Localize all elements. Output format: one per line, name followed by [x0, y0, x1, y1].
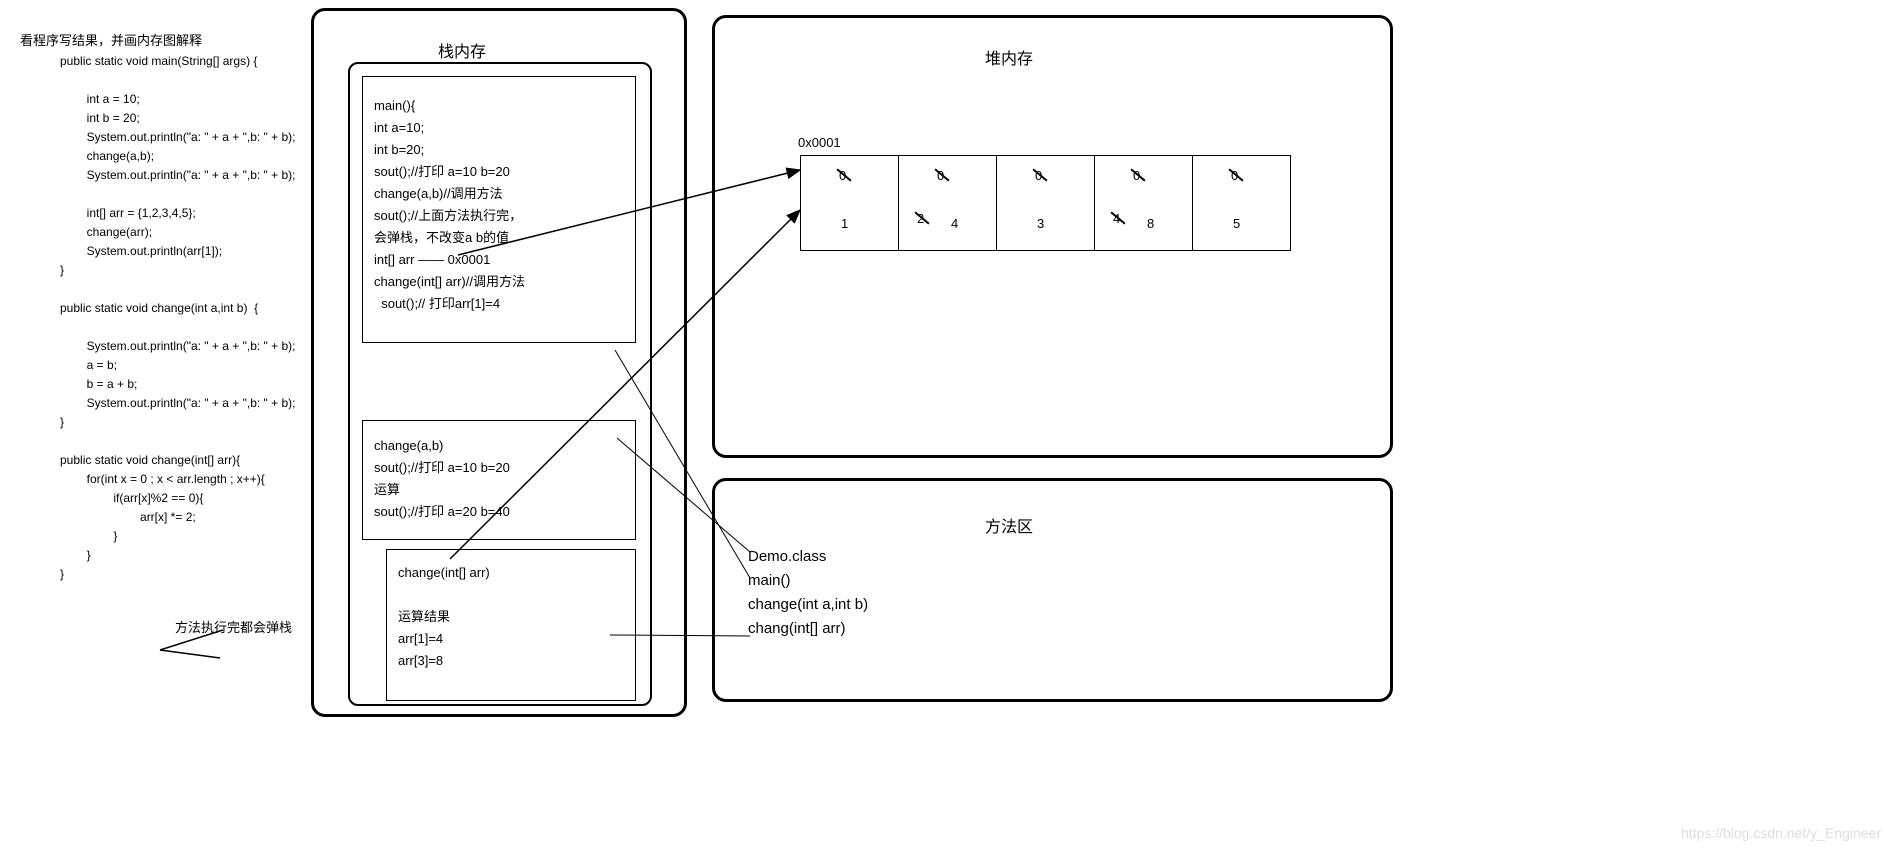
stack-title: 栈内存: [438, 38, 486, 62]
heap-cell: 05: [1193, 156, 1291, 251]
diagram-title: 看程序写结果，并画内存图解释: [20, 30, 202, 49]
heap-cell: 048: [1095, 156, 1193, 251]
source-code: public static void main(String[] args) {…: [60, 52, 295, 584]
method-area-title: 方法区: [985, 513, 1033, 537]
heap-address: 0x0001: [798, 135, 841, 150]
heap-table: 010240304805: [800, 155, 1291, 251]
heap-cell: 03: [997, 156, 1095, 251]
watermark: https://blog.csdn.net/y_Engineer: [1681, 825, 1881, 841]
stack-frame-change-ab-text: change(a,b) sout();//打印 a=10 b=20 运算 sou…: [374, 435, 510, 523]
heap-cell: 024: [899, 156, 997, 251]
method-area-text: Demo.class main() change(int a,int b) ch…: [748, 545, 868, 641]
stack-frame-main-text: main(){ int a=10; int b=20; sout();//打印 …: [374, 95, 525, 315]
heap-title: 堆内存: [985, 45, 1033, 69]
heap-array: 010240304805: [800, 155, 1291, 251]
heap-cell: 01: [801, 156, 899, 251]
stack-frame-change-arr-text: change(int[] arr) 运算结果 arr[1]=4 arr[3]=8: [398, 562, 490, 672]
stack-pop-note: 方法执行完都会弹栈: [175, 617, 292, 636]
arrow-line: [160, 650, 220, 658]
